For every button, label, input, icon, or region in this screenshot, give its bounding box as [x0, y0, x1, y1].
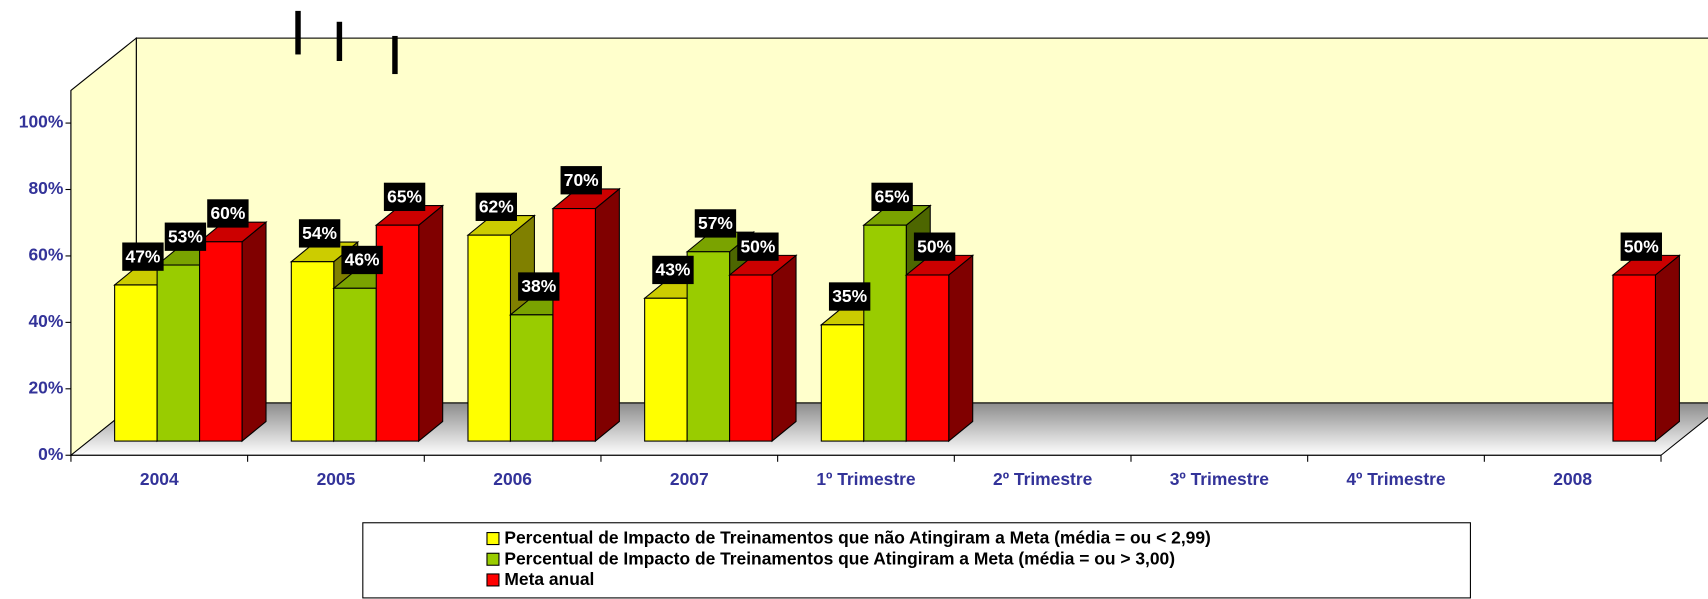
value-label-bg: [298, 219, 341, 248]
bar-front: [375, 224, 420, 442]
value-label-bg: [694, 209, 737, 238]
value-label-bg: [913, 232, 956, 261]
decoration: [392, 35, 398, 75]
y-tick-label: 20%: [28, 377, 63, 397]
bar: [198, 221, 268, 443]
value-label: 65%: [875, 187, 910, 207]
y-tick-label: 80%: [28, 178, 63, 198]
legend-box: [362, 522, 1471, 599]
bar-front: [333, 287, 377, 442]
bar-front: [729, 274, 773, 442]
value-label-bg: [737, 232, 779, 261]
bar: [374, 204, 445, 443]
legend-label: Percentual de Impacto de Treinamentos qu…: [504, 548, 1175, 568]
bar: [551, 187, 621, 443]
bar-front: [290, 261, 335, 442]
value-label-bg: [871, 182, 913, 212]
bar-front: [467, 234, 511, 442]
x-tick-label: 2º Trimestre: [993, 469, 1093, 489]
decoration: [336, 21, 343, 61]
x-tick-label: 4º Trimestre: [1346, 469, 1446, 489]
value-label-bg: [518, 272, 560, 301]
bar-front: [686, 251, 731, 442]
value-label: 54%: [302, 223, 337, 243]
legend-swatch: [486, 573, 500, 587]
legend-swatch: [486, 552, 500, 566]
x-tick-label: 2006: [493, 469, 532, 489]
x-tick-label: 3º Trimestre: [1170, 469, 1270, 489]
x-tick-label: 1º Trimestre: [816, 469, 916, 489]
bar-front: [644, 297, 688, 442]
value-label-bg: [1620, 232, 1662, 261]
bar-front: [509, 314, 554, 442]
value-label: 60%: [210, 203, 245, 223]
value-label-bg: [560, 166, 602, 195]
x-tick-label: 2007: [670, 469, 709, 489]
bar-side: [771, 254, 797, 443]
bar-front: [114, 284, 158, 442]
x-tick-label: 2005: [317, 469, 356, 489]
value-label: 43%: [656, 260, 691, 280]
bar-side: [594, 187, 620, 443]
value-label: 50%: [917, 236, 952, 256]
bar-side: [948, 254, 974, 443]
bar: [904, 254, 975, 443]
value-label-bg: [207, 199, 249, 228]
legend-label: Percentual de Impacto de Treinamentos qu…: [504, 528, 1210, 548]
value-label: 47%: [126, 246, 161, 266]
y-tick-label: 40%: [28, 311, 63, 331]
bar-front: [1612, 274, 1656, 442]
value-label: 53%: [168, 226, 203, 246]
bar-front: [820, 324, 865, 442]
value-label-bg: [341, 245, 383, 275]
value-label-bg: [122, 242, 164, 271]
value-label: 46%: [345, 250, 380, 270]
bar-front: [156, 264, 201, 442]
bar-side: [418, 204, 444, 443]
value-label-bg: [164, 222, 207, 251]
bar: [728, 254, 798, 443]
bar-front: [863, 224, 907, 442]
decoration: [295, 10, 301, 55]
bar-front: [552, 208, 596, 442]
x-tick-label: 2004: [140, 469, 179, 489]
value-label: 65%: [387, 187, 422, 207]
y-tick-label: 100%: [19, 112, 64, 132]
legend-label: Meta anual: [504, 569, 594, 589]
legend-swatch: [486, 532, 500, 546]
value-label-bg: [475, 192, 517, 221]
bar-side: [241, 221, 267, 443]
bar-front: [199, 241, 243, 442]
y-tick-label: 0%: [38, 444, 64, 464]
value-label: 50%: [740, 236, 775, 256]
y-tick-label: 60%: [28, 245, 63, 265]
value-label-bg: [652, 255, 694, 285]
value-label: 70%: [564, 170, 599, 190]
value-label: 57%: [698, 213, 733, 233]
value-label: 50%: [1624, 236, 1659, 256]
value-label: 35%: [832, 286, 867, 306]
bar-front: [905, 274, 950, 442]
x-tick-label: 2008: [1553, 469, 1592, 489]
value-label-bg: [383, 182, 426, 212]
value-label: 38%: [521, 276, 556, 296]
bar: [1611, 254, 1681, 443]
value-label-bg: [828, 282, 871, 311]
value-label: 62%: [479, 197, 514, 217]
bar-side: [1654, 254, 1680, 443]
